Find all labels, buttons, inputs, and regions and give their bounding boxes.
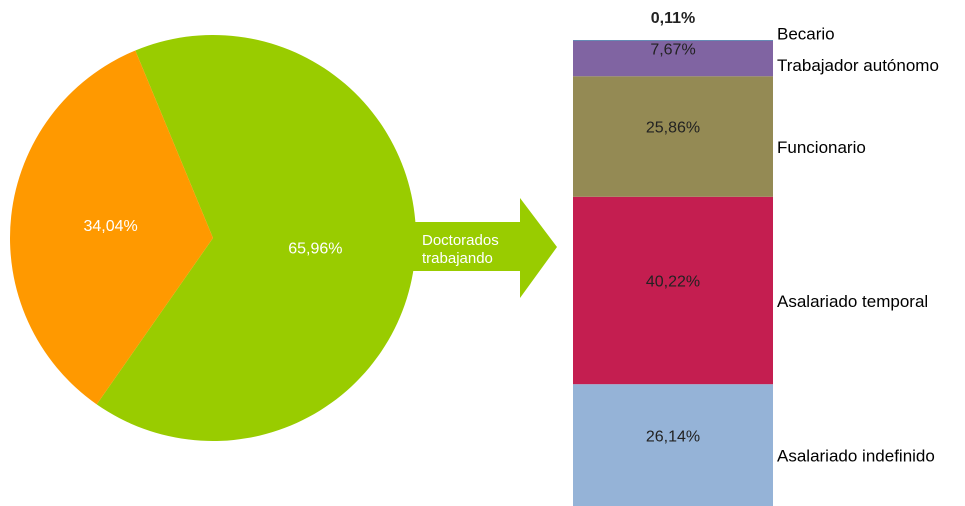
pie-slice [96, 34, 417, 441]
legend-label: Trabajador autónomo [777, 56, 939, 75]
bar-segment [573, 196, 773, 385]
legend-label: Asalariado indefinido [777, 447, 935, 466]
bar-segment [573, 40, 773, 77]
legend-label: Asalariado temporal [777, 292, 928, 311]
pie-slice [9, 50, 213, 405]
arrow [410, 198, 557, 298]
bar-segment [573, 40, 773, 41]
value-label: 0,11% [651, 10, 695, 27]
bar-segment [573, 384, 773, 506]
value-label: 25,86% [646, 120, 700, 137]
annotation: Doctorados trabajando [422, 232, 499, 267]
value-label: 40,22% [646, 274, 700, 291]
value-label: 65,96% [288, 240, 342, 257]
value-label: 34,04% [83, 218, 137, 235]
bar-segment [573, 76, 773, 197]
value-label: 7,67% [650, 42, 695, 59]
value-label: 26,14% [646, 428, 700, 445]
legend-label: Funcionario [777, 138, 866, 157]
legend-label: Becario [777, 24, 835, 43]
